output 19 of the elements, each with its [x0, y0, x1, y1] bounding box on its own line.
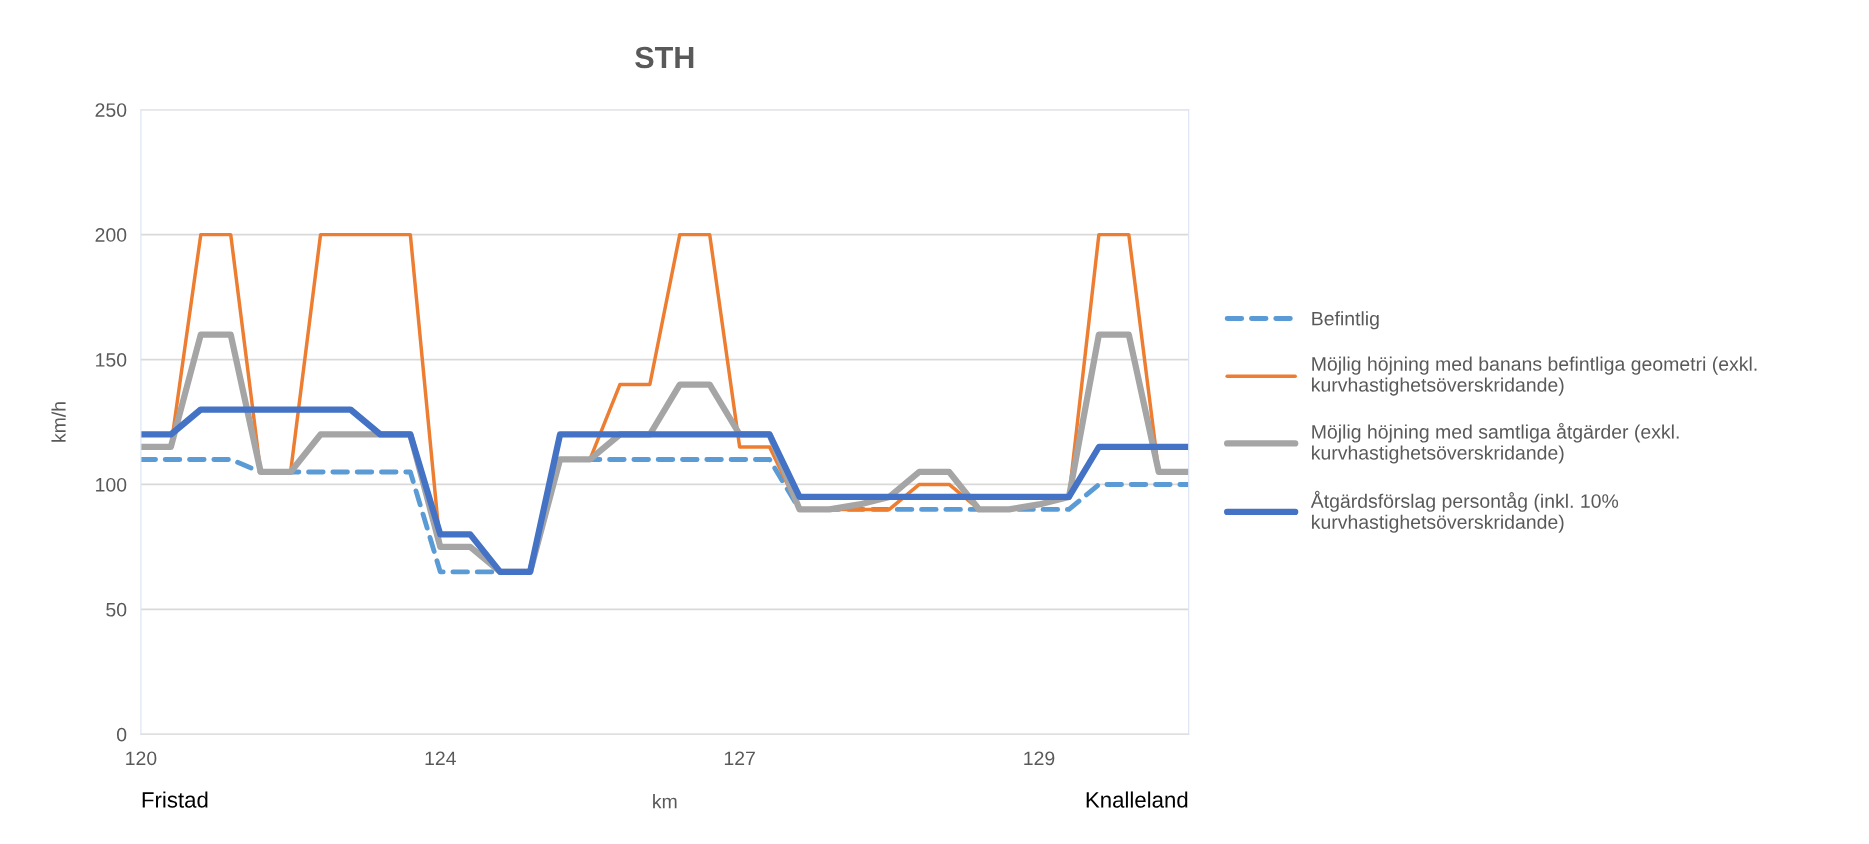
chart-title: STH	[635, 46, 694, 69]
y-axis-title: km/h	[51, 402, 66, 442]
text: Fristad	[142, 791, 208, 808]
legend-label: Åtgärdsförslag persontåg (inkl. 10% kurvhastighetsöverskridande)	[1310, 490, 1619, 533]
y-tick-label: 100	[96, 477, 127, 492]
text: Knalleland	[1086, 791, 1188, 808]
y-tick-label: 150	[96, 353, 127, 367]
legend-label: Möjlig höjning med samtliga åtgärder (exkl. kurvhastighetsöverskridande)	[1312, 422, 1679, 464]
x-tick-label: 129	[1024, 751, 1055, 766]
y-tick-label: 200	[95, 228, 127, 242]
legend-label: Befintlig	[1312, 311, 1379, 330]
y-tick-label: 50	[106, 602, 127, 617]
x-tick-label: 127	[724, 751, 755, 766]
y-tick-label: 0	[116, 727, 127, 742]
y-tick-label: 250	[95, 103, 127, 117]
legend-label: Möjlig höjning med banans befintliga geometri (exkl. kurvhastighetsöverskridande)	[1312, 356, 1757, 396]
x-tick-label: 124	[425, 751, 456, 766]
x-axis-title: km	[653, 794, 677, 809]
x-tick-label: 120	[126, 751, 157, 766]
